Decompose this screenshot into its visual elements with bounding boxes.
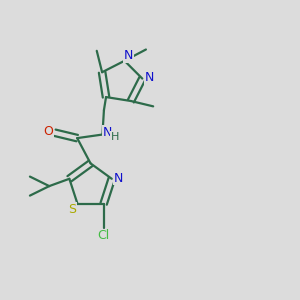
Text: N: N (114, 172, 123, 185)
Text: S: S (68, 202, 76, 216)
Text: H: H (111, 132, 119, 142)
Text: Cl: Cl (98, 229, 110, 242)
Text: N: N (103, 126, 112, 139)
Text: O: O (44, 125, 53, 138)
Text: N: N (145, 71, 154, 84)
Text: N: N (124, 49, 134, 62)
